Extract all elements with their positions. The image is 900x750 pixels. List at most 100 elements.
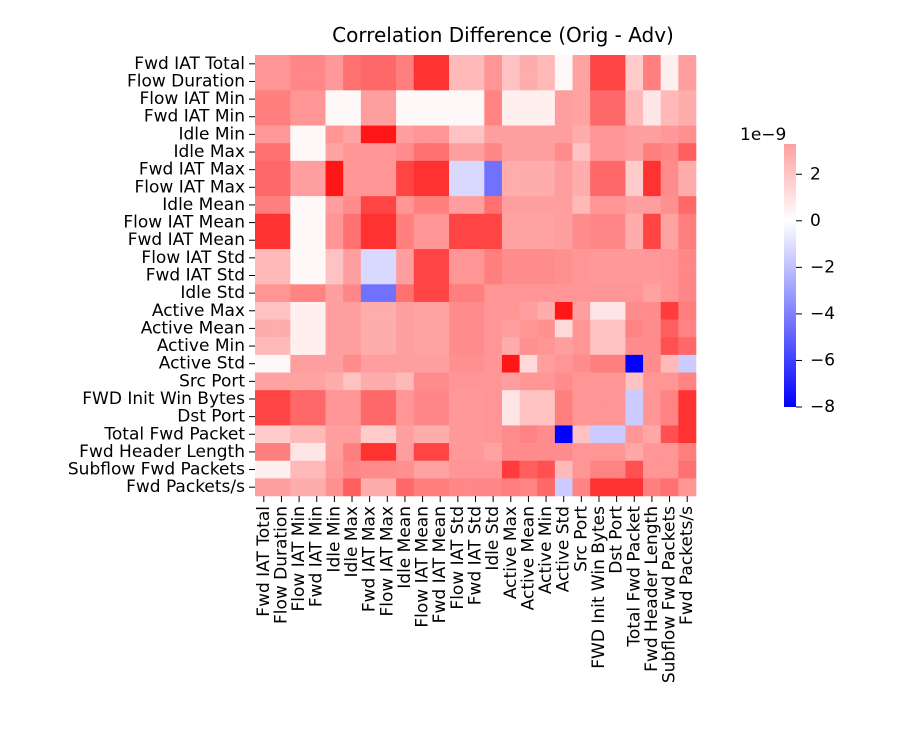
heatmap-cell [290,55,309,73]
heatmap-cell [537,107,556,126]
heatmap-cell [343,407,362,426]
heatmap-cell [572,407,591,426]
heatmap-cell [678,107,697,126]
heatmap-cell [449,249,467,267]
heatmap-cell [343,443,362,462]
heatmap-cell [484,478,503,497]
column-label: Active Std [554,506,574,592]
heatmap-cell [660,407,679,426]
heatmap-cell [360,90,379,109]
column-label: Active Mean [518,506,538,610]
heatmap-cell [272,372,291,391]
row-label: Fwd IAT Max [139,160,245,180]
heatmap-cell [572,266,591,285]
heatmap-cell [307,196,326,215]
heatmap-cell [519,178,538,197]
heatmap-cell [449,372,467,391]
heatmap-cell [519,266,538,285]
heatmap-cell [360,354,379,373]
heatmap-cell [643,319,662,338]
heatmap-cell [484,301,503,320]
heatmap-cell [378,337,397,356]
heatmap-cell [255,443,273,462]
heatmap-cell [325,443,344,462]
row-label: Active Std [159,354,245,374]
heatmap-cell [660,425,679,444]
heatmap-cell [255,407,273,426]
heatmap-cell [449,425,467,444]
heatmap-cell [590,160,609,179]
heatmap-cell [660,143,679,162]
heatmap-cell [396,284,415,303]
heatmap-cell [255,478,273,497]
heatmap-cell [519,478,538,497]
heatmap-cell [554,143,573,162]
heatmap-cell [660,213,679,232]
heatmap-cell [501,178,520,197]
heatmap-cell [590,107,609,126]
heatmap-cell [519,407,538,426]
heatmap-cell [255,337,273,356]
heatmap-cell [519,284,538,303]
heatmap-cell [431,90,450,109]
heatmap-cell [519,443,538,462]
column-label: Idle Min [324,506,344,573]
heatmap-cell [537,178,556,197]
heatmap-cell [625,231,644,250]
heatmap-cell [431,337,450,356]
heatmap-cell [625,107,644,126]
heatmap-cell [272,72,291,91]
heatmap-cell [625,337,644,356]
heatmap-cell [378,160,397,179]
heatmap-cell [501,72,520,91]
heatmap-cell [413,72,432,91]
heatmap-cell [625,372,644,391]
heatmap-cell [660,319,679,338]
heatmap-cell [431,390,450,409]
heatmap-cell [449,266,467,285]
heatmap-cell [678,301,697,320]
colorbar-ticks: 2 0 −2 −4 −6 −8 [796,164,835,417]
heatmap-cell [343,196,362,215]
heatmap-cell [290,354,309,373]
heatmap-cell [272,160,291,179]
heatmap-cell [484,425,503,444]
column-label: Flow Duration [271,506,291,624]
heatmap-cell [554,213,573,232]
heatmap-cell [607,55,626,73]
heatmap-cell [537,213,556,232]
heatmap-cell [625,443,644,462]
colorbar-tick-label: 0 [810,211,821,231]
heatmap-cell [590,231,609,250]
heatmap-cell [607,72,626,91]
heatmap-cell [625,266,644,285]
heatmap-cell [360,125,379,144]
heatmap-cell [343,425,362,444]
heatmap-cell [307,178,326,197]
heatmap-cell [449,178,467,197]
heatmap-cell [396,460,415,479]
heatmap-cell [431,407,450,426]
heatmap-cell [325,178,344,197]
heatmap-cell [449,160,467,179]
heatmap-cell [484,160,503,179]
heatmap-cell [607,354,626,373]
heatmap-cell [290,372,309,391]
heatmap-cell [678,178,697,197]
heatmap-cell [590,407,609,426]
heatmap-cell [607,231,626,250]
heatmap-cell [378,284,397,303]
heatmap-cell [607,372,626,391]
heatmap-cell [484,249,503,267]
row-label: Flow IAT Min [140,89,246,109]
heatmap-cell [625,407,644,426]
row-label: Src Port [179,371,245,391]
heatmap-cell [572,284,591,303]
heatmap-cell [413,107,432,126]
heatmap-cell [396,90,415,109]
heatmap-cell [431,143,450,162]
heatmap-cell [501,196,520,215]
heatmap-cell [360,301,379,320]
heatmap-cell [554,266,573,285]
heatmap-cell [519,425,538,444]
